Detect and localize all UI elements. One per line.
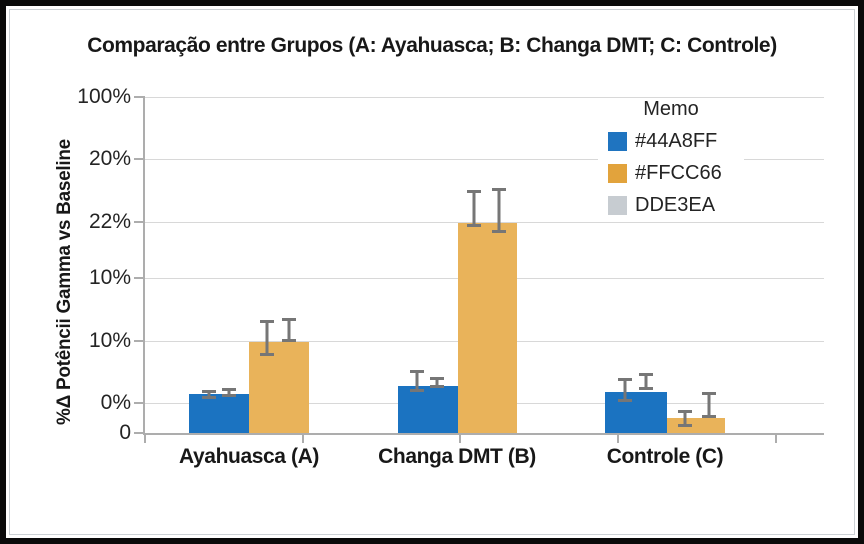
y-axis-tick [134,277,145,279]
x-axis-tick [302,433,304,443]
error-bar [410,370,424,392]
bar-ayahuasca-blue [189,394,249,433]
error-bar [618,378,632,402]
y-axis-tick [134,340,145,342]
legend-item: DDE3EA [598,189,744,221]
bar-changa-blue [398,386,458,433]
y-tick-label: 10% [88,266,131,289]
bar-controle-orange [667,418,725,433]
x-category-label: Ayahuasca (A) [179,445,319,468]
legend-item: #FFCC66 [598,157,744,189]
error-bar [260,320,274,356]
bar-changa-orange [458,223,517,433]
legend-item-label: #FFCC66 [635,161,722,184]
x-axis-tick [144,433,146,443]
y-axis-tick [134,432,145,434]
gridline [145,97,824,98]
plot-area: 100% 20% 22% 10% 10% 0% 0 Ayahuasca (A) Changa D… [77,85,824,468]
bar-ayahuasca-orange [249,342,309,433]
legend-swatch-icon [608,195,627,215]
error-bar [282,318,296,342]
x-category-label: Controle (C) [606,445,724,468]
y-tick-label: 100% [77,85,131,108]
y-axis-tick [134,96,145,98]
legend-swatch-icon [608,163,627,183]
y-axis-tick [134,402,145,404]
y-tick-label: 0% [100,391,131,414]
legend: Memo #44A8FF #FFCC66 DDE3EA [598,98,744,221]
legend-title: Memo [643,98,699,120]
x-axis-tick [617,433,619,443]
y-axis-tick [134,221,145,223]
legend-item-label: DDE3EA [635,193,716,216]
legend-swatch-icon [608,131,627,151]
y-tick-label: 10% [88,329,131,352]
y-axis-tick [134,158,145,160]
y-tick-label: 0 [119,421,131,444]
error-bar [222,388,236,397]
legend-item: #44A8FF [598,125,744,157]
error-bar [467,190,481,227]
bar-controle-blue [605,392,667,433]
x-category-label: Changa DMT (B) [378,445,536,468]
y-tick-label: 22% [88,210,131,233]
legend-item-label: #44A8FF [635,129,718,152]
error-bar [678,410,692,427]
error-bar [702,392,716,418]
error-bar [492,188,506,233]
error-bar [639,373,653,390]
error-bar [430,377,444,388]
y-tick-label: 20% [88,147,131,170]
chart-title: Comparação entre Grupos (A: Ayahuasca; B… [87,34,777,57]
error-bar [202,390,216,399]
gridline [145,159,824,160]
x-axis-tick [775,433,777,443]
x-axis-tick [459,433,461,443]
gridline [145,222,824,223]
